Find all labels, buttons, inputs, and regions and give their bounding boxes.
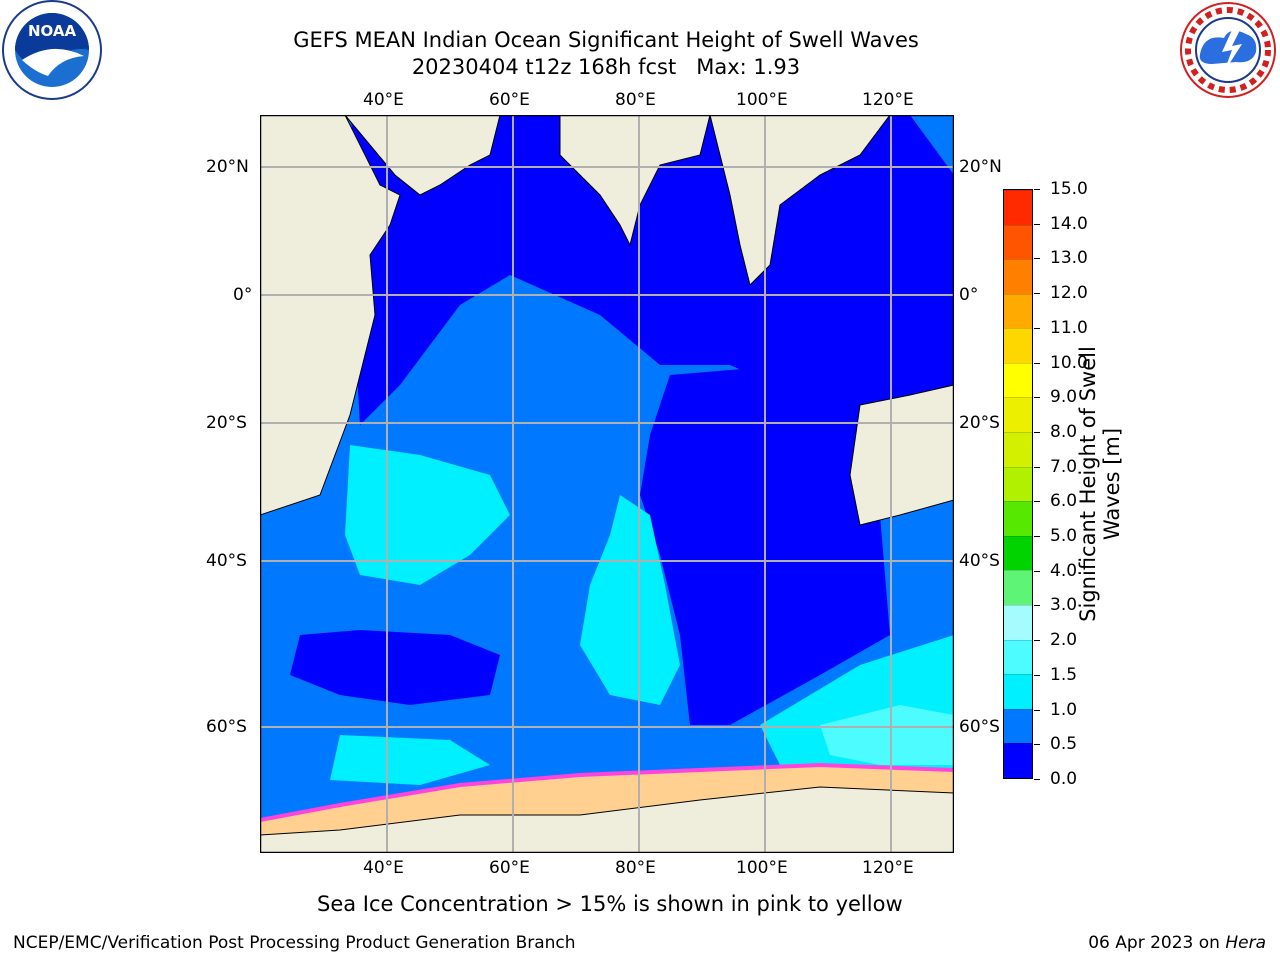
- lat-label-right: 20°N: [959, 157, 1002, 177]
- colorbar-tick-mark: [1034, 744, 1040, 746]
- lat-label-right: 20°S: [959, 413, 1000, 433]
- colorbar-tick-mark: [1034, 258, 1040, 260]
- colorbar-tick-label: 12.0: [1050, 283, 1088, 304]
- colorbar-tick-mark: [1034, 397, 1040, 399]
- lat-label-left: 0°: [233, 285, 253, 305]
- colorbar-tick-mark: [1034, 674, 1040, 676]
- colorbar-swatch: [1004, 535, 1032, 571]
- colorbar-tick-label: 10.0: [1050, 352, 1088, 373]
- noaa-logo: NOAA: [0, 0, 104, 104]
- colorbar-swatch: [1004, 189, 1032, 225]
- colorbar-tick-mark: [1034, 570, 1040, 572]
- land-india: [559, 114, 711, 247]
- colorbar-tick-label: 5.0: [1050, 526, 1078, 547]
- colorbar-tick-mark: [1034, 501, 1040, 503]
- ocean-low-swell-north: [350, 115, 954, 425]
- lat-label-left: 40°S: [206, 551, 247, 571]
- colorbar-tick-label: 0.0: [1050, 769, 1078, 789]
- colorbar-tick-label: 13.0: [1050, 248, 1088, 269]
- swell-1-5m-south: [330, 735, 490, 785]
- swell-1-5m-central: [580, 495, 680, 705]
- lon-label-top: 100°E: [736, 90, 788, 110]
- colorbar-swatch: [1004, 397, 1032, 433]
- sea-ice-band: [260, 765, 954, 835]
- lat-label-right: 0°: [959, 285, 979, 305]
- colorbar-tick-label: 1.0: [1050, 699, 1078, 720]
- footer-credit: NCEP/EMC/Verification Post Processing Pr…: [13, 933, 576, 953]
- colorbar-swatch: [1004, 466, 1032, 502]
- colorbar-tick-mark: [1034, 327, 1040, 329]
- colorbar-swatch: [1004, 570, 1032, 606]
- colorbar-tick-mark: [1034, 466, 1040, 468]
- ocean-low-swell-southwest: [290, 630, 500, 705]
- colorbar-swatch: [1004, 362, 1032, 398]
- colorbar-swatch: [1004, 605, 1032, 640]
- lat-label-left: 60°S: [206, 717, 247, 737]
- colorbar-tick-label: 3.0: [1050, 595, 1078, 616]
- colorbar-tick-label: 14.0: [1050, 213, 1088, 234]
- colorbar-tick-label: 7.0: [1050, 456, 1078, 477]
- colorbar-label-line2: Waves [m]: [1100, 427, 1124, 541]
- colorbar-swatch: [1004, 259, 1032, 294]
- lon-label-top: 120°E: [862, 90, 914, 110]
- lon-label-bottom: 60°E: [489, 858, 530, 878]
- colorbar-swatch: [1004, 743, 1032, 778]
- land-africa-arabia: [259, 114, 501, 516]
- lon-label-top: 40°E: [363, 90, 404, 110]
- colorbar-swatch: [1004, 432, 1032, 467]
- lat-label-right: 40°S: [959, 551, 1000, 571]
- svg-text:NOAA: NOAA: [28, 22, 77, 40]
- colorbar: [1003, 189, 1033, 779]
- colorbar-tick-label: 0.5: [1050, 734, 1078, 755]
- colorbar-tick-mark: [1034, 293, 1040, 295]
- sea-ice-note: Sea Ice Concentration > 15% is shown in …: [317, 892, 903, 916]
- lat-label-right: 60°S: [959, 717, 1000, 737]
- colorbar-tick-mark: [1034, 605, 1040, 607]
- colorbar-ticks: 0.0 0.5 1.0 1.5 2.0 3.0 4.0 5.0 6.0 7.0 8.0 9.0 10.0…: [1034, 179, 1094, 789]
- colorbar-tick-mark: [1034, 640, 1040, 642]
- colorbar-swatch: [1004, 708, 1032, 744]
- nws-logo: [1176, 0, 1280, 100]
- colorbar-tick-label: 6.0: [1050, 491, 1078, 512]
- colorbar-tick-mark: [1034, 709, 1040, 711]
- colorbar-tick-mark: [1034, 362, 1040, 364]
- lat-label-left: 20°S: [206, 413, 247, 433]
- colorbar-tick-label: 9.0: [1050, 387, 1078, 408]
- colorbar-swatch: [1004, 293, 1032, 329]
- colorbar-swatch: [1004, 639, 1032, 675]
- footer-date: 06 Apr 2023 on Hera: [1088, 933, 1266, 953]
- footer-date-text: 06 Apr 2023 on: [1088, 933, 1220, 953]
- lon-label-top: 80°E: [615, 90, 656, 110]
- colorbar-swatch: [1004, 224, 1032, 260]
- colorbar-tick-label: 2.0: [1050, 630, 1078, 651]
- colorbar-swatch: [1004, 501, 1032, 536]
- colorbar-swatch: [1004, 328, 1032, 363]
- swell-2m-southeast: [820, 705, 954, 765]
- colorbar-label-line1: Significant Height of Swell: [1076, 346, 1100, 622]
- colorbar-swatch: [1004, 674, 1032, 709]
- colorbar-tick-label: 15.0: [1050, 179, 1088, 199]
- lon-label-bottom: 40°E: [363, 858, 404, 878]
- chart-subtitle: 20230404 t12z 168h fcst Max: 1.93: [411, 55, 801, 79]
- colorbar-tick-mark: [1034, 536, 1040, 538]
- colorbar-tick-mark: [1034, 189, 1040, 190]
- land-southeast-asia: [709, 114, 891, 286]
- colorbar-tick-mark: [1034, 223, 1040, 225]
- colorbar-tick-label: 8.0: [1050, 421, 1078, 442]
- lon-label-top: 60°E: [489, 90, 530, 110]
- colorbar-tick-mark: [1034, 431, 1040, 433]
- chart-title: GEFS MEAN Indian Ocean Significant Heigh…: [293, 28, 919, 52]
- lat-label-left: 20°N: [206, 157, 249, 177]
- colorbar-tick-mark: [1034, 779, 1040, 780]
- lon-label-bottom: 80°E: [615, 858, 656, 878]
- colorbar-tick-label: 11.0: [1050, 317, 1088, 338]
- lon-label-bottom: 120°E: [862, 858, 914, 878]
- map-frame: [259, 114, 955, 854]
- land-australia: [849, 384, 955, 526]
- footer-machine: Hera: [1225, 933, 1266, 953]
- colorbar-tick-label: 1.5: [1050, 664, 1078, 685]
- colorbar-tick-label: 4.0: [1050, 560, 1078, 581]
- lon-label-bottom: 100°E: [736, 858, 788, 878]
